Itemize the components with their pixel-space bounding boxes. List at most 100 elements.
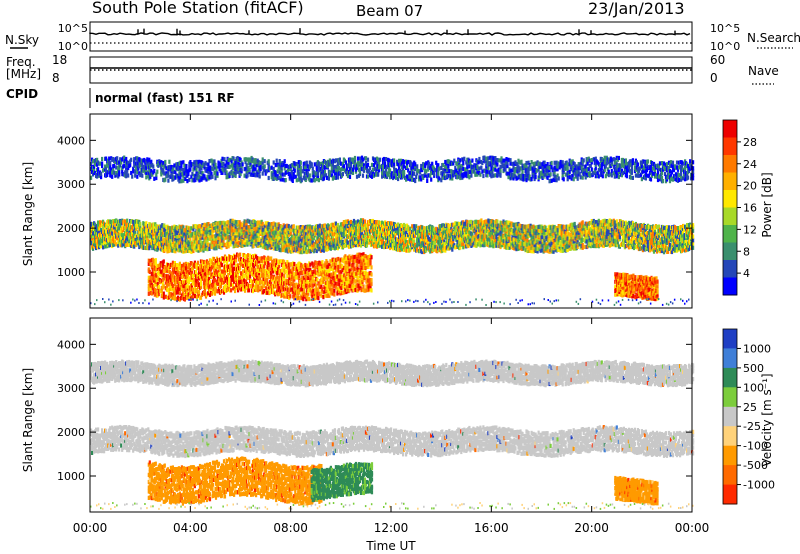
noise-tick-left-top: 10^5: [58, 22, 88, 35]
scatter-cell: [191, 172, 193, 176]
scatter-cell: [190, 226, 192, 230]
scatter-cell: [223, 243, 225, 247]
scatter-cell: [253, 244, 255, 248]
scatter-cell: [139, 222, 141, 226]
scatter-cell: [366, 240, 368, 244]
scatter-cell: [216, 171, 218, 175]
scatter-cell: [195, 167, 197, 171]
scatter-cell: [347, 241, 349, 245]
scatter-cell: [409, 227, 411, 231]
scatter-cell: [167, 171, 169, 175]
scatter-cell: [215, 166, 217, 170]
scatter-cell: [183, 164, 185, 168]
scatter-cell: [405, 230, 407, 234]
noise-traces: [90, 28, 692, 43]
scatter-cell: [186, 179, 188, 183]
scatter-cell: [209, 166, 211, 170]
scatter-cell: [470, 220, 472, 224]
scatter-cell: [666, 225, 668, 229]
scatter-cell: [221, 157, 223, 161]
scatter-cell: [570, 247, 572, 251]
scatter-cell: [247, 157, 249, 161]
power-scatter-cells: [90, 156, 694, 307]
scatter-cell: [127, 173, 129, 177]
noise-panel-frame: [90, 22, 692, 51]
scatter-cell: [467, 244, 469, 248]
scatter-cell: [537, 247, 539, 251]
scatter-cell: [559, 231, 561, 235]
scatter-cell: [214, 176, 216, 180]
scatter-cell: [415, 224, 417, 228]
scatter-cell: [176, 235, 178, 239]
scatter-cell: [448, 224, 450, 228]
scatter-cell: [222, 162, 224, 166]
scatter-cell: [176, 231, 178, 235]
scatter-cell: [190, 162, 192, 166]
scatter-cell: [381, 221, 383, 225]
plot-title: South Pole Station (fitACF): [92, 0, 304, 17]
scatter-cell: [100, 172, 102, 176]
scatter-cell: [118, 170, 120, 174]
noise-tick-right-bottom: 10^0: [710, 40, 740, 53]
scatter-cell: [142, 165, 144, 169]
scatter-cell: [223, 157, 225, 161]
scatter-cell: [421, 225, 423, 229]
scatter-cell: [164, 178, 166, 182]
scatter-cell: [616, 219, 618, 223]
scatter-cell: [434, 245, 436, 249]
scatter-cell: [111, 175, 113, 179]
scatter-cell: [145, 221, 147, 225]
scatter-cell: [545, 226, 547, 230]
scatter-cell: [242, 162, 244, 166]
scatter-cell: [164, 160, 166, 164]
scatter-cell: [168, 160, 170, 164]
scatter-cell: [475, 220, 477, 224]
freq-tick-left-bottom: 8: [52, 71, 60, 85]
scatter-cell: [582, 243, 584, 247]
scatter-cell: [99, 162, 101, 166]
scatter-cell: [677, 226, 679, 230]
freq-tick-right-top: 60: [710, 53, 725, 67]
noise-tick-right-top: 10^5: [710, 22, 740, 35]
scatter-cell: [134, 174, 136, 178]
cpid-value: normal (fast) 151 RF: [95, 91, 235, 105]
scatter-cell: [244, 174, 246, 178]
scatter-cell: [195, 248, 197, 252]
scatter-cell: [204, 161, 206, 165]
scatter-cell: [563, 225, 565, 229]
scatter-cell: [187, 172, 189, 176]
beam-label: Beam 07: [356, 2, 423, 20]
scatter-cell: [129, 163, 131, 167]
scatter-cell: [163, 223, 165, 227]
nsky-trace: [90, 28, 690, 35]
scatter-cell: [177, 166, 179, 170]
scatter-cell: [211, 175, 213, 179]
freq-tick-right-bottom: 0: [710, 71, 718, 85]
freq-label-line2: [MHz]: [6, 67, 41, 81]
scatter-cell: [582, 220, 584, 224]
scatter-cell: [97, 167, 99, 171]
scatter-cell: [208, 159, 210, 163]
scatter-cell: [454, 245, 456, 249]
scatter-cell: [165, 166, 167, 170]
scatter-cell: [562, 249, 564, 253]
date-label: 23/Jan/2013: [588, 0, 685, 18]
scatter-cell: [568, 232, 570, 236]
scatter-cell: [316, 249, 318, 253]
scatter-cell: [541, 248, 543, 252]
nave-label: Nave: [748, 64, 779, 78]
scatter-cell: [390, 221, 392, 225]
scatter-cell: [352, 230, 354, 234]
scatter-cell: [397, 223, 399, 227]
scatter-cell: [152, 165, 154, 169]
scatter-cell: [126, 219, 128, 223]
scatter-cell: [247, 173, 249, 177]
scatter-cell: [276, 223, 278, 227]
nsky-label: N.Sky: [5, 33, 39, 47]
scatter-cell: [131, 175, 133, 179]
scatter-cell: [182, 179, 184, 183]
scatter-cell: [214, 226, 216, 230]
scatter-cell: [249, 157, 251, 161]
scatter-cell: [173, 163, 175, 167]
